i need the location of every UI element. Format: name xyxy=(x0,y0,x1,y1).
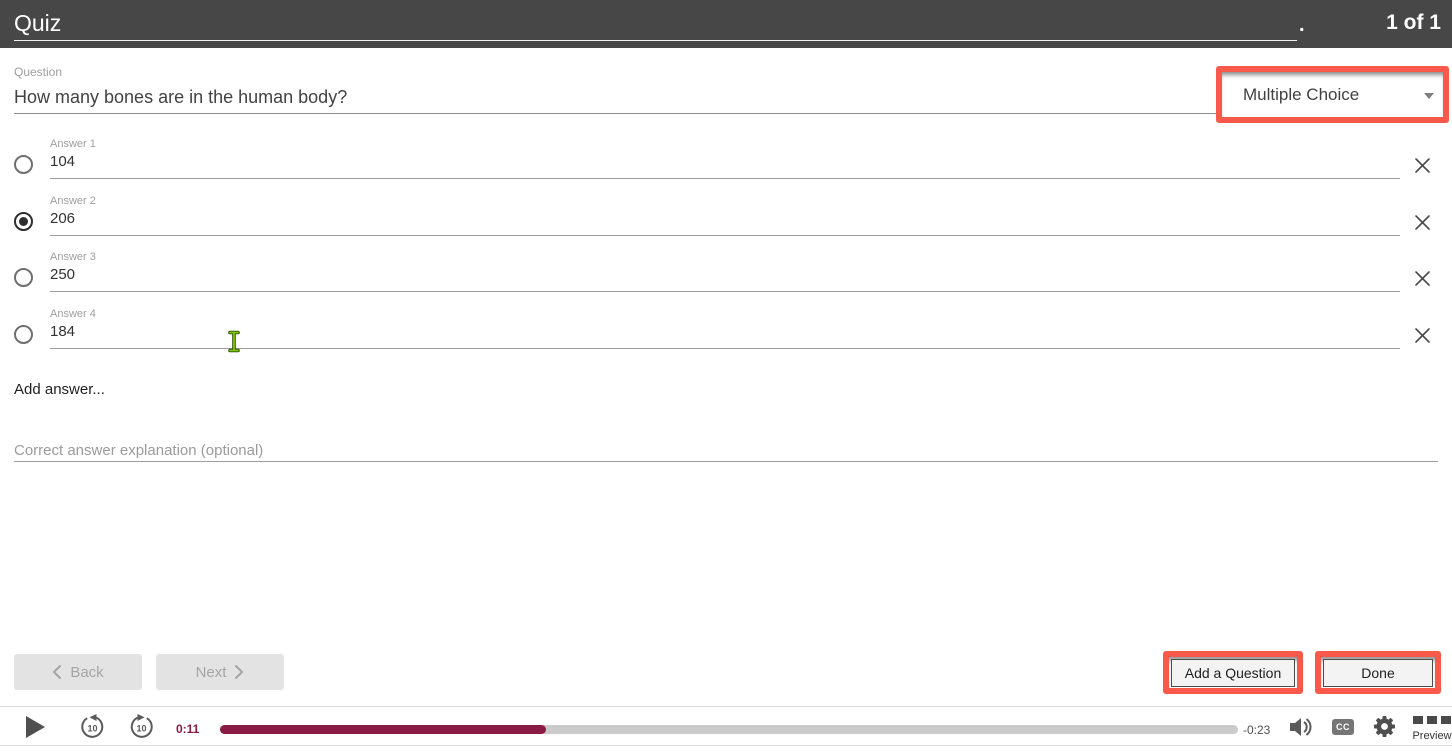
back-label: Back xyxy=(70,663,104,681)
chevron-left-icon xyxy=(52,665,62,679)
question-underline xyxy=(14,113,1246,114)
grid-icon xyxy=(1412,716,1452,724)
answer-underline xyxy=(50,235,1400,236)
progress-fill xyxy=(220,725,546,734)
answer-label: Answer 3 xyxy=(50,251,96,263)
question-type-dropdown[interactable]: Multiple Choice xyxy=(1216,66,1449,123)
volume-icon[interactable] xyxy=(1289,716,1314,738)
preview-label: Preview xyxy=(1412,730,1452,742)
answer-row: Answer 3 250 xyxy=(0,245,1452,293)
explanation-input[interactable]: Correct answer explanation (optional) xyxy=(14,442,264,459)
answer-underline xyxy=(50,178,1400,179)
delete-answer-icon[interactable] xyxy=(1413,213,1432,232)
answer-input[interactable]: 206 xyxy=(50,210,76,227)
answer-row: Answer 4 184 xyxy=(0,302,1452,350)
explanation-underline xyxy=(14,461,1438,462)
question-type-value: Multiple Choice xyxy=(1243,84,1360,104)
answer-label: Answer 2 xyxy=(50,195,96,207)
gear-icon[interactable] xyxy=(1371,713,1398,740)
answer-underline xyxy=(50,348,1400,349)
quiz-header-bar: Quiz . 1 of 1 xyxy=(0,0,1452,48)
delete-answer-icon[interactable] xyxy=(1413,326,1432,345)
next-button[interactable]: Next xyxy=(156,654,284,690)
answer-radio[interactable] xyxy=(14,155,33,174)
progress-bar[interactable] xyxy=(220,725,1238,734)
done-button[interactable]: Done xyxy=(1323,658,1433,687)
answer-underline xyxy=(50,291,1400,292)
delete-answer-icon[interactable] xyxy=(1413,269,1432,288)
answer-input[interactable]: 250 xyxy=(50,266,76,283)
answer-label: Answer 1 xyxy=(50,138,96,150)
quiz-title-underline xyxy=(14,40,1297,41)
preview-button[interactable]: Preview xyxy=(1412,716,1452,742)
title-dot: . xyxy=(1299,14,1305,36)
chevron-right-icon xyxy=(235,665,244,679)
video-player-bar: 10 10 0:11 -0:23 CC xyxy=(0,706,1452,746)
answer-row: Answer 2 206 xyxy=(0,189,1452,237)
remaining-time: -0:23 xyxy=(1243,723,1271,737)
answer-radio[interactable] xyxy=(14,325,33,344)
back-button[interactable]: Back xyxy=(14,654,142,690)
text-cursor-icon xyxy=(228,330,240,353)
forward-10-icon[interactable]: 10 xyxy=(128,714,155,741)
answer-input[interactable]: 104 xyxy=(50,153,76,170)
play-icon[interactable] xyxy=(24,715,46,739)
answer-radio[interactable] xyxy=(14,212,33,231)
rewind-10-icon[interactable]: 10 xyxy=(79,714,106,741)
rewind-10-label: 10 xyxy=(87,724,97,734)
chevron-down-icon xyxy=(1424,92,1434,99)
quiz-title-text: Quiz xyxy=(14,10,62,36)
question-pager: 1 of 1 xyxy=(1386,11,1441,34)
answer-radio[interactable] xyxy=(14,268,33,287)
captions-button[interactable]: CC xyxy=(1332,719,1354,735)
add-question-button[interactable]: Add a Question xyxy=(1171,658,1295,687)
answer-label: Answer 4 xyxy=(50,308,96,320)
next-label: Next xyxy=(195,663,227,681)
question-label: Question xyxy=(14,65,63,79)
add-answer-link[interactable]: Add answer... xyxy=(14,381,105,398)
quiz-title-input[interactable]: Quiz xyxy=(14,10,61,37)
forward-10-label: 10 xyxy=(136,724,146,734)
delete-answer-icon[interactable] xyxy=(1413,156,1432,175)
done-annotation: Done xyxy=(1315,651,1441,694)
add-question-annotation: Add a Question xyxy=(1163,651,1303,694)
elapsed-time: 0:11 xyxy=(176,722,200,736)
question-input[interactable]: How many bones are in the human body? xyxy=(14,87,348,107)
answer-row: Answer 1 104 xyxy=(0,132,1452,180)
answer-input[interactable]: 184 xyxy=(50,323,76,340)
